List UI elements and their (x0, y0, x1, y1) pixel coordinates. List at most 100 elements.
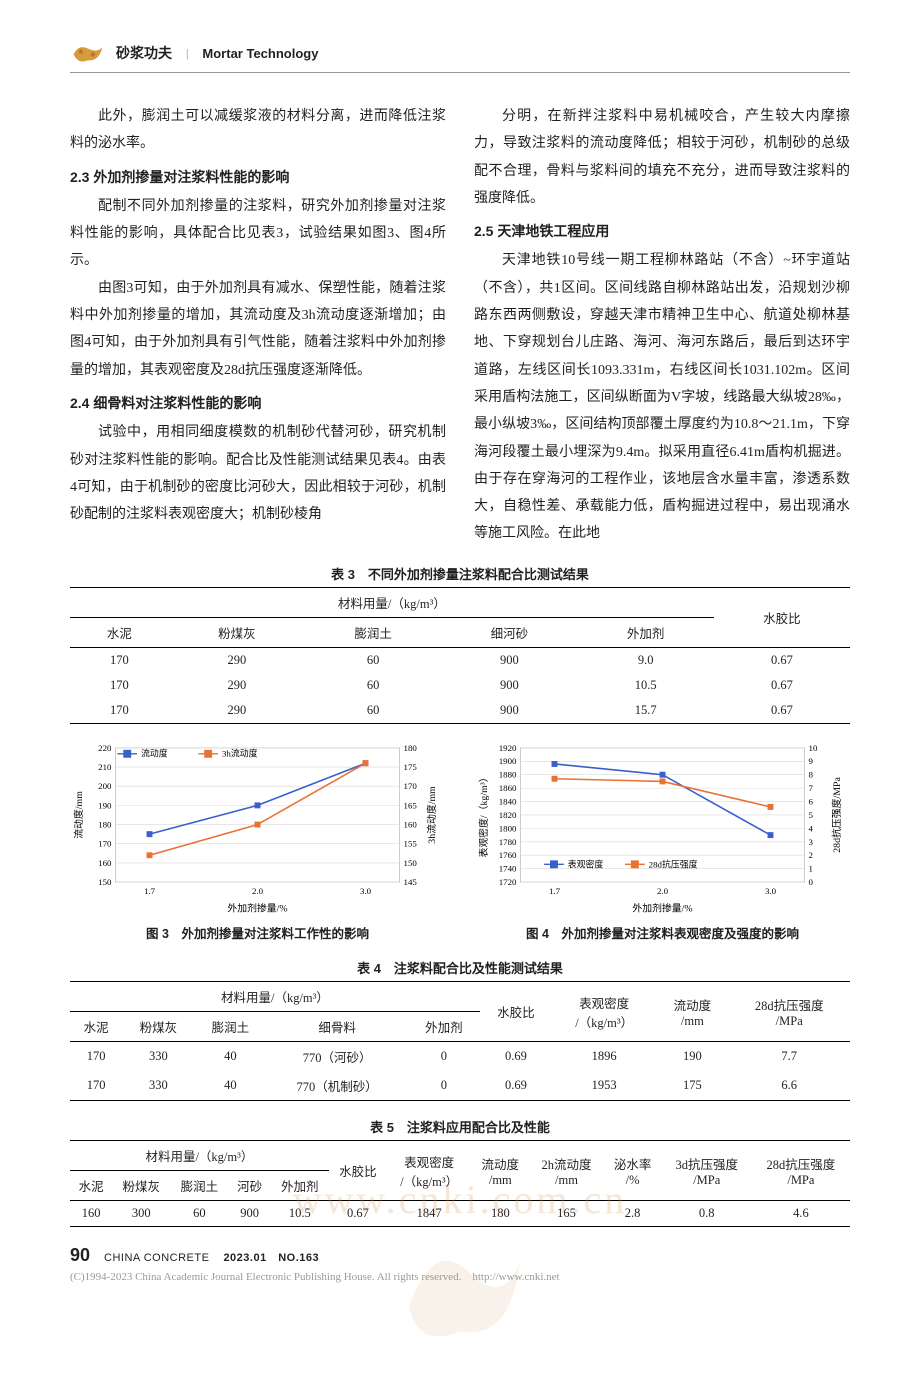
svg-text:1740: 1740 (499, 863, 517, 873)
table5: 材料用量/（kg/m³） 水胶比 表观密度 /（kg/m³） 流动度 /mm 2… (70, 1140, 850, 1227)
figure-4: 1720174017601780180018201840186018801900… (475, 738, 850, 943)
para: 天津地铁10号线一期工程柳林路站（不含）~环宇道站（不含），共1区间。区间线路自… (474, 247, 850, 547)
svg-text:6: 6 (809, 796, 814, 806)
table5-caption: 表 5 注浆料应用配合比及性能 (70, 1117, 850, 1136)
table-cell: 0.67 (714, 698, 850, 724)
th-text: 3d抗压强度 /MPa (675, 1158, 738, 1187)
footer-magazine: CHINA CONCRETE (104, 1252, 209, 1264)
svg-text:145: 145 (404, 877, 418, 887)
table-cell: 170 (70, 1042, 122, 1072)
th: 膨润土 (170, 1171, 228, 1201)
svg-text:170: 170 (98, 838, 112, 848)
table-cell: 40 (194, 1042, 266, 1072)
fig4-caption: 图 4 外加剂掺量对注浆料表观密度及强度的影响 (475, 923, 850, 942)
svg-text:表观密度/（kg/m³）: 表观密度/（kg/m³） (477, 772, 490, 857)
table-cell: 0 (408, 1071, 480, 1101)
svg-text:0: 0 (809, 877, 814, 887)
table-cell: 0.67 (714, 673, 850, 698)
th: 膨润土 (194, 1012, 266, 1042)
figure-3: 1501601701801902002102201451501551601651… (70, 738, 445, 943)
th-text: 表观密度 /（kg/m³） (575, 997, 633, 1030)
table-cell: 290 (169, 698, 305, 724)
table-cell: 60 (305, 647, 441, 673)
table-cell: 40 (194, 1071, 266, 1101)
svg-text:1720: 1720 (499, 877, 517, 887)
para: 试验中，用相同细度模数的机制砂代替河砂，研究机制砂对注浆料性能的影响。配合比及性… (70, 419, 446, 528)
page-header: 砂浆功夫 | Mortar Technology (70, 40, 850, 73)
th: 水泥 (70, 1171, 112, 1201)
table-cell: 900 (441, 698, 577, 724)
svg-text:1900: 1900 (499, 756, 517, 766)
table-cell: 0.69 (480, 1042, 552, 1072)
header-title-cn: 砂浆功夫 (116, 43, 172, 63)
th: 28d抗压强度 /MPa (728, 982, 850, 1042)
th-text: 水胶比 (339, 1165, 377, 1179)
right-column: 分明，在新拌注浆料中易机械咬合，产生较大内摩擦力，导致注浆料的流动度降低；相较于… (474, 103, 850, 548)
svg-text:200: 200 (98, 781, 112, 791)
svg-text:3: 3 (809, 837, 814, 847)
th: 水胶比 (480, 982, 552, 1042)
table-cell: 290 (169, 647, 305, 673)
th: 3d抗压强度 /MPa (662, 1141, 752, 1201)
svg-text:7: 7 (809, 783, 814, 793)
th-text: 28d抗压强度 /MPa (755, 999, 824, 1028)
section-2-4: 2.4 细骨料对注浆料性能的影响 (70, 390, 446, 417)
svg-text:1820: 1820 (499, 810, 517, 820)
table-cell: 165 (529, 1201, 603, 1227)
th: 泌水率 /% (604, 1141, 662, 1201)
th: 粉煤灰 (122, 1012, 194, 1042)
svg-text:180: 180 (98, 819, 112, 829)
logo-icon (70, 40, 106, 66)
th-text: 流动度 /mm (674, 999, 712, 1028)
header-sep: | (186, 46, 188, 61)
table3-group-header: 材料用量/（kg/m³） (70, 587, 714, 617)
body-columns: 此外，膨润土可以减缓浆液的材料分离，进而降低注浆料的泌水率。 2.3 外加剂掺量… (70, 103, 850, 548)
th-text: 表观密度 /（kg/m³） (400, 1156, 458, 1189)
table4: 材料用量/（kg/m³） 水胶比 表观密度 /（kg/m³） 流动度 /mm 2… (70, 981, 850, 1101)
svg-text:10: 10 (809, 743, 818, 753)
svg-text:155: 155 (404, 838, 418, 848)
th: 水泥 (70, 1012, 122, 1042)
table-cell: 160 (70, 1201, 112, 1227)
svg-text:28d抗压强度: 28d抗压强度 (649, 858, 698, 869)
svg-text:165: 165 (404, 800, 418, 810)
header-title-en: Mortar Technology (202, 46, 318, 61)
table-cell: 9.0 (578, 647, 714, 673)
copyright: (C)1994-2023 China Academic Journal Elec… (70, 1268, 850, 1284)
th: 粉煤灰 (112, 1171, 170, 1201)
table-cell: 290 (169, 673, 305, 698)
th: 外加剂 (578, 617, 714, 647)
svg-text:1.7: 1.7 (144, 886, 156, 896)
watermark-graphic (375, 1204, 545, 1374)
svg-text:1800: 1800 (499, 823, 517, 833)
svg-text:160: 160 (98, 858, 112, 868)
table-cell: 770（机制砂） (266, 1071, 407, 1101)
th: 细骨料 (266, 1012, 407, 1042)
table-cell: 2.8 (604, 1201, 662, 1227)
svg-text:1780: 1780 (499, 837, 517, 847)
table-cell: 900 (441, 647, 577, 673)
th: 粉煤灰 (169, 617, 305, 647)
svg-text:175: 175 (404, 762, 418, 772)
table-cell: 0.67 (329, 1201, 387, 1227)
svg-text:9: 9 (809, 756, 814, 766)
svg-text:3.0: 3.0 (360, 886, 372, 896)
th-text: 28d抗压强度 /MPa (767, 1158, 836, 1187)
para: 分明，在新拌注浆料中易机械咬合，产生较大内摩擦力，导致注浆料的流动度降低；相较于… (474, 103, 850, 212)
svg-text:外加剂掺量/%: 外加剂掺量/% (632, 901, 692, 914)
table-cell: 0.69 (480, 1071, 552, 1101)
table-cell: 770（河砂） (266, 1042, 407, 1072)
th: 28d抗压强度 /MPa (752, 1141, 850, 1201)
th: 水泥 (70, 617, 169, 647)
footer-issue: 2023.01 NO.163 (223, 1249, 319, 1265)
svg-text:3.0: 3.0 (765, 886, 777, 896)
svg-text:1760: 1760 (499, 850, 517, 860)
para: 配制不同外加剂掺量的注浆料，研究外加剂掺量对注浆料性能的影响，具体配合比见表3，… (70, 193, 446, 275)
table-cell: 1847 (387, 1201, 471, 1227)
chart3-svg: 1501601701801902002102201451501551601651… (70, 738, 445, 916)
svg-text:150: 150 (98, 877, 112, 887)
th: 流动度 /mm (656, 982, 728, 1042)
th: 河砂 (229, 1171, 271, 1201)
svg-text:3h流动度: 3h流动度 (222, 747, 258, 758)
th: 外加剂 (271, 1171, 329, 1201)
